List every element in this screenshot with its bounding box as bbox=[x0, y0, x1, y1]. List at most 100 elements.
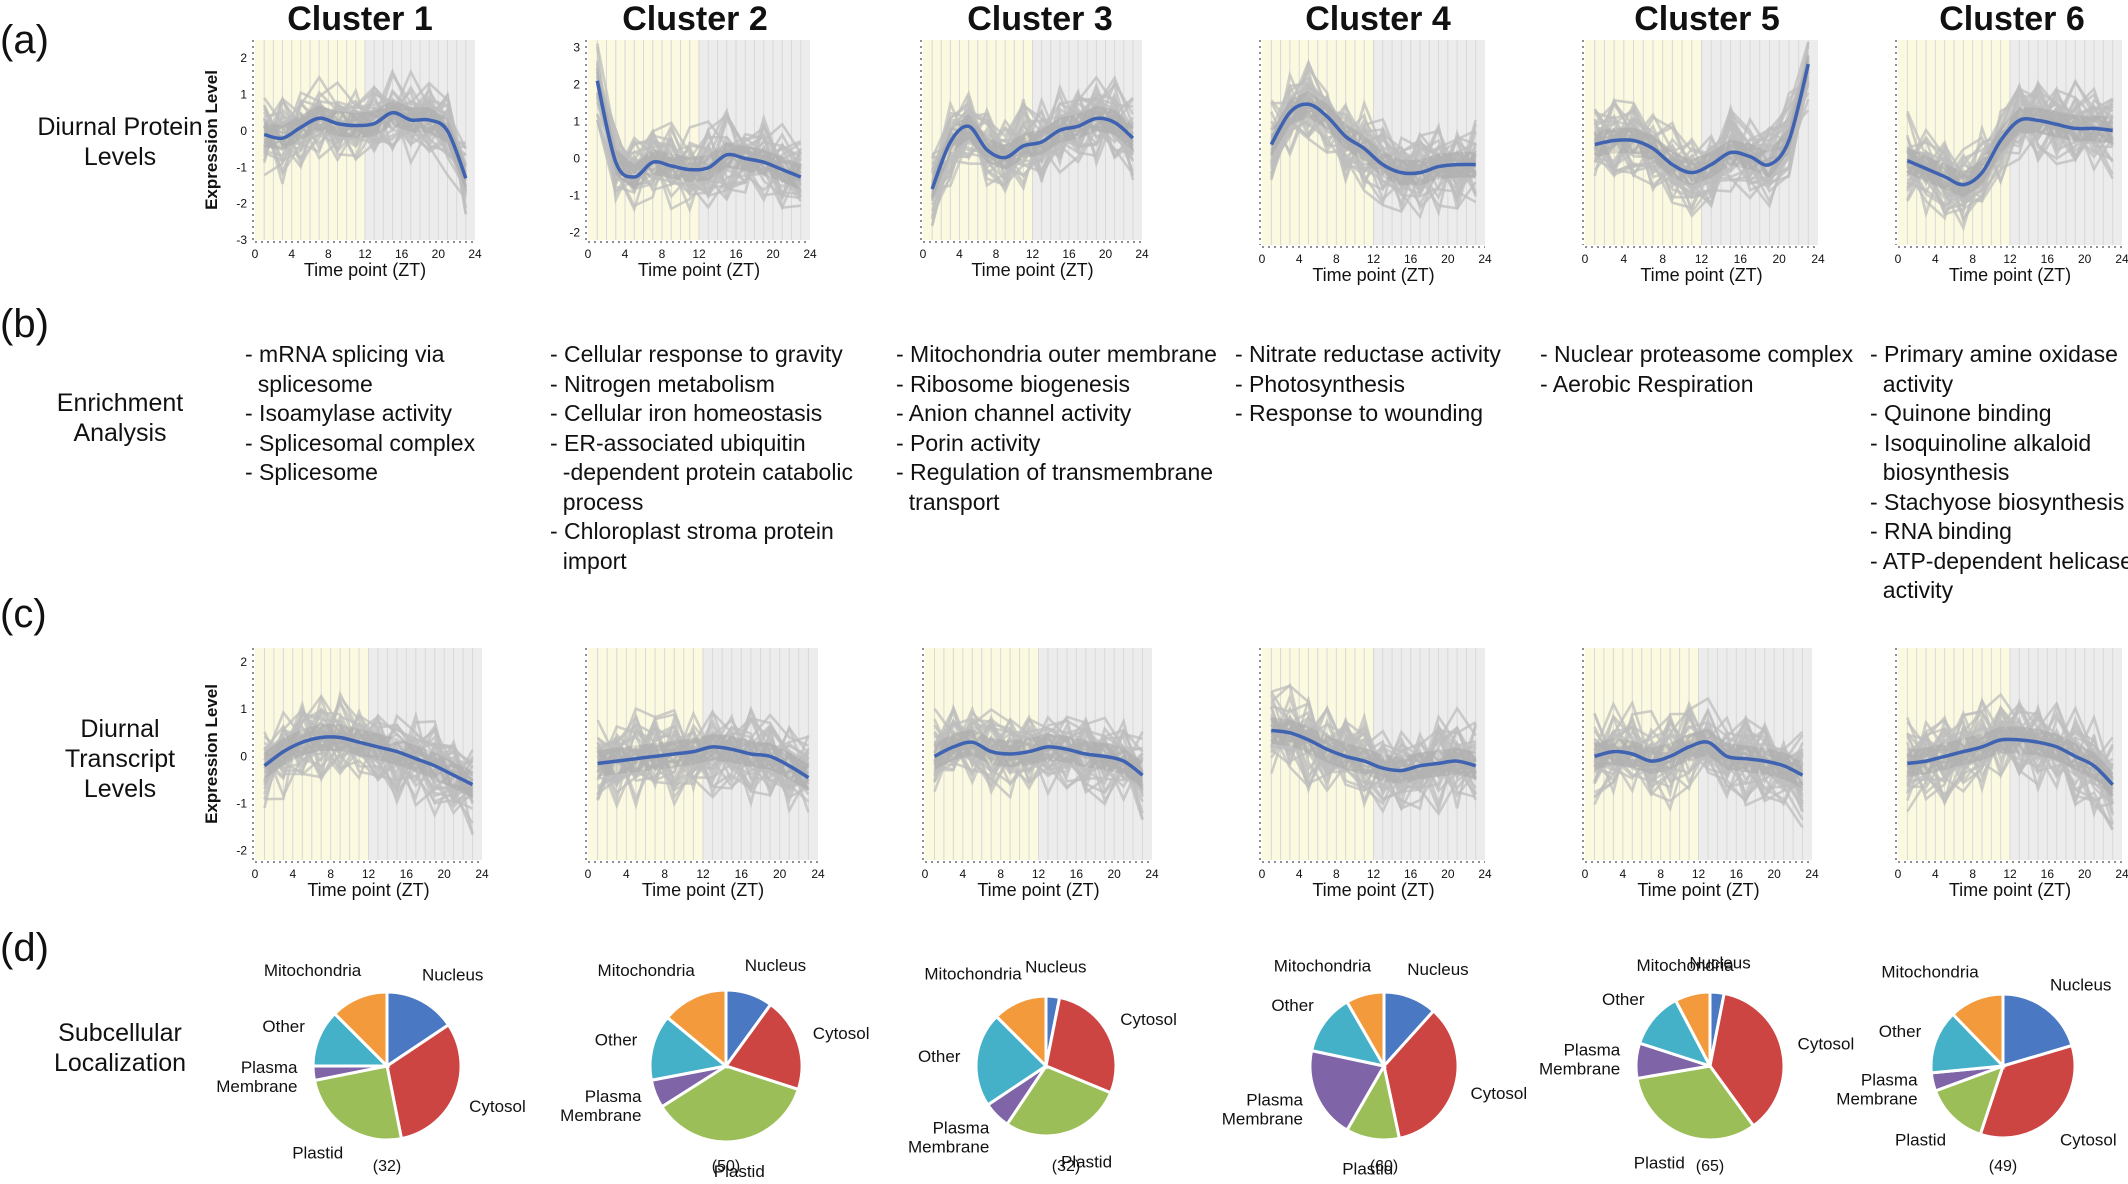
pie-slice-label: Nucleus bbox=[2050, 975, 2111, 994]
individual-profile-line bbox=[930, 104, 1134, 212]
x-tick-label: 16 bbox=[1730, 867, 1744, 881]
x-tick-label: 12 bbox=[1032, 867, 1046, 881]
line-chart-c-5: 0 4 8 12 16 20 24 Time point (ZT) bbox=[1582, 648, 1819, 900]
y-tick-label: 0 bbox=[573, 152, 580, 166]
trend-confidence-band bbox=[264, 100, 466, 191]
individual-profile-line bbox=[1270, 713, 1477, 789]
enrichment-term: - Cellular response to gravity bbox=[550, 341, 843, 367]
pie-slice-label: Membrane bbox=[1222, 1109, 1303, 1128]
x-tick-label: 16 bbox=[2041, 867, 2055, 881]
x-tick-label: 16 bbox=[1404, 252, 1418, 266]
enrichment-list: - Mitochondria outer membrane - Ribosome … bbox=[896, 340, 1217, 517]
trend-confidence-band bbox=[264, 724, 473, 798]
pie-slice-label: Nucleus bbox=[1407, 960, 1468, 979]
enrichment-term: - Chloroplast stroma protein bbox=[550, 518, 834, 544]
individual-profile-line bbox=[262, 98, 468, 177]
individual-profile-line bbox=[1593, 70, 1810, 210]
pie-slice-label: Cytosol bbox=[2060, 1130, 2117, 1149]
trend-confidence-band bbox=[1594, 51, 1809, 186]
x-tick-label: 0 bbox=[1582, 252, 1589, 266]
individual-profile-line bbox=[263, 700, 474, 805]
x-tick-label: 0 bbox=[920, 247, 927, 261]
trend-confidence-band bbox=[597, 733, 809, 791]
x-tick-label: 12 bbox=[2003, 867, 2017, 881]
individual-profile-line bbox=[595, 93, 802, 213]
individual-profile-line bbox=[597, 740, 810, 789]
enrichment-term: - mRNA splicing via bbox=[245, 341, 445, 367]
x-axis-label: Time point (ZT) bbox=[1949, 265, 2071, 285]
individual-profile-line bbox=[930, 97, 1134, 196]
x-tick-label: 0 bbox=[1895, 867, 1902, 881]
x-tick-label: 20 bbox=[437, 867, 451, 881]
row-label-line: Diurnal Protein bbox=[37, 113, 203, 141]
individual-profile-line bbox=[1906, 94, 2114, 201]
x-tick-label: 8 bbox=[1969, 252, 1976, 266]
trend-confidence-band bbox=[934, 728, 1143, 789]
pie-slice-label: Cytosol bbox=[1798, 1035, 1855, 1054]
pie-slice-label: Nucleus bbox=[745, 956, 806, 975]
pie-slice-label: Plastid bbox=[292, 1143, 343, 1162]
x-tick-label: 16 bbox=[735, 867, 749, 881]
individual-profile-line bbox=[1906, 705, 2114, 804]
x-tick-label: 0 bbox=[585, 867, 592, 881]
row-label-enrichment: Enrichment Analysis bbox=[20, 388, 220, 448]
pie-slice-label: Mitochondria bbox=[1881, 962, 1979, 981]
trend-line bbox=[1907, 737, 2114, 786]
panel-letter-d: (d) bbox=[0, 926, 49, 970]
pie-count: (32) bbox=[1051, 1158, 1081, 1175]
pie-slice-plastid bbox=[659, 1064, 801, 1144]
x-tick-label: 24 bbox=[475, 867, 489, 881]
x-tick-label: 24 bbox=[1805, 867, 1819, 881]
x-tick-label: 8 bbox=[325, 247, 332, 261]
pie-slice-other bbox=[648, 1015, 730, 1082]
enrichment-term: - Ribosome biogenesis bbox=[896, 370, 1130, 397]
individual-profile-line bbox=[263, 90, 468, 195]
enrichment-term: splicesome bbox=[245, 370, 373, 397]
individual-profile-line bbox=[1270, 717, 1477, 808]
row-label-line: Subcellular bbox=[58, 1019, 182, 1047]
x-tick-label: 8 bbox=[1969, 867, 1976, 881]
pie-slice-label: Plasma bbox=[1861, 1071, 1918, 1090]
trend-line bbox=[1271, 728, 1477, 773]
line-chart-c-3: 0 4 8 12 16 20 24 Time point (ZT) bbox=[922, 648, 1159, 900]
individual-profile-line bbox=[1906, 724, 2114, 805]
y-tick-label: 2 bbox=[240, 655, 247, 669]
pie-slice-label: Mitochondria bbox=[1636, 956, 1734, 975]
individual-profile-line bbox=[1270, 682, 1477, 794]
enrichment-term: - Response to wounding bbox=[1235, 400, 1484, 426]
enrichment-term: - ER-associated ubiquitin bbox=[550, 429, 806, 456]
individual-profile-line bbox=[1593, 55, 1810, 209]
x-tick-label: 16 bbox=[400, 867, 414, 881]
line-chart-a-5: 0 4 8 12 16 20 24 Time point (ZT) bbox=[1582, 40, 1825, 285]
individual-profile-line bbox=[595, 63, 802, 203]
individual-profile-line bbox=[1270, 81, 1476, 179]
x-tick-label: 24 bbox=[1478, 252, 1492, 266]
pie-count: (65) bbox=[1695, 1158, 1725, 1175]
pie-slice-label: Plastid bbox=[1895, 1130, 1946, 1149]
y-tick-label: 1 bbox=[573, 114, 580, 128]
cluster-title: Cluster 1 bbox=[287, 0, 433, 38]
pie-slice-label: Plasma bbox=[585, 1087, 642, 1106]
x-tick-label: 24 bbox=[468, 247, 482, 261]
x-tick-label: 12 bbox=[362, 867, 376, 881]
enrichment-term: import bbox=[550, 547, 627, 574]
x-tick-label: 12 bbox=[358, 247, 372, 261]
row-label-line: Localization bbox=[53, 1049, 187, 1077]
individual-profile-line bbox=[596, 711, 809, 789]
pie-slice-label: Membrane bbox=[216, 1077, 297, 1096]
pie-slice-plasma-membrane bbox=[1308, 1048, 1387, 1133]
panel-letter-a: (a) bbox=[0, 18, 49, 62]
individual-profile-line bbox=[595, 74, 802, 191]
x-tick-label: 20 bbox=[1099, 247, 1113, 261]
individual-profile-line bbox=[933, 719, 1143, 783]
trend-confidence-band bbox=[1907, 726, 2113, 798]
pie-slice-mitochondria bbox=[665, 988, 728, 1070]
enrichment-list: - Cellular response to gravity - Nitrogen… bbox=[550, 340, 853, 576]
x-axis-label: Time point (ZT) bbox=[304, 260, 426, 280]
trend-line bbox=[263, 735, 474, 787]
trend-line bbox=[597, 745, 810, 780]
x-tick-label: 12 bbox=[1695, 252, 1709, 266]
